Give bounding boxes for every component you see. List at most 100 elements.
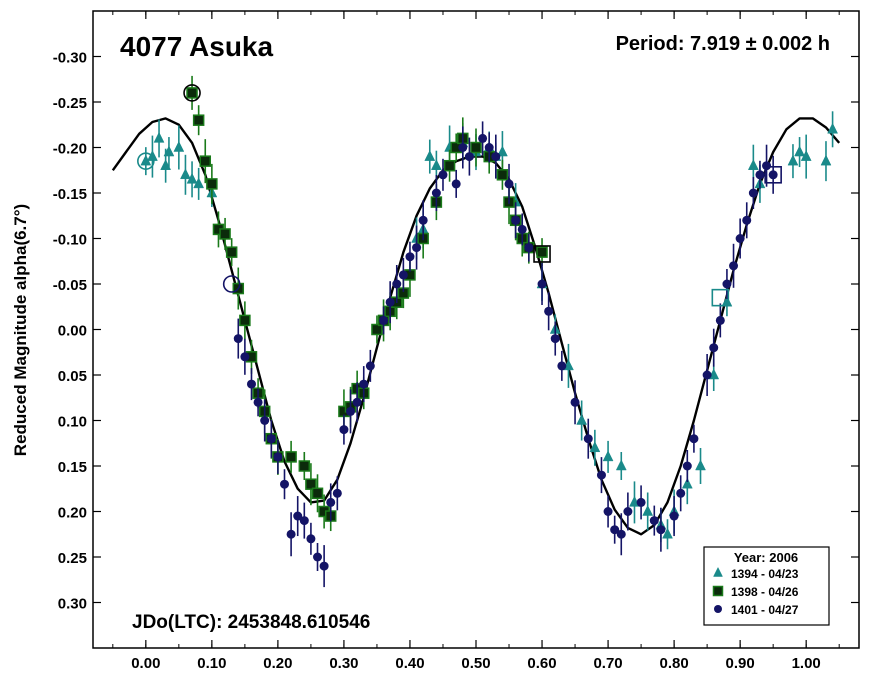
data-point [219,228,231,240]
data-point [755,170,765,180]
data-point [163,145,175,157]
data-point [649,516,659,526]
x-tick-label: 0.20 [263,655,292,672]
data-point [662,527,673,539]
data-point [689,434,699,444]
highlight-markers-layer [137,84,782,307]
y-tick-label: 0.00 [58,323,87,340]
data-point [747,159,759,170]
data-point [669,511,679,521]
data-point [405,252,415,262]
data-point [352,397,362,407]
data-point [681,477,693,489]
data-point [430,159,442,170]
data-points-layer [140,75,838,588]
data-point [359,379,369,389]
data-point [742,215,752,225]
data-point [305,478,317,490]
x-tick-label: 0.40 [395,655,424,672]
data-point [160,159,172,170]
chart-title: 4077 Asuka [120,31,273,62]
data-point [298,460,311,472]
data-point [800,150,812,161]
data-point [285,451,297,463]
data-point [233,334,243,344]
y-tick-label: -0.20 [53,141,87,158]
data-point [199,155,212,167]
data-point [735,234,745,243]
data-point [293,511,303,521]
legend-box [703,546,830,626]
highlight-open-circle [222,275,241,293]
highlight-open-square [764,166,782,184]
x-tick-label: 0.10 [197,655,226,672]
data-point [180,168,191,180]
data-point [319,561,329,571]
data-point [443,159,456,172]
legend-label-1: 1394 - 04/23 [731,567,799,581]
data-point [610,525,620,535]
period-label: Period: 7.919 ± 0.002 h [616,33,830,55]
data-point [517,224,527,234]
data-point [365,361,375,371]
data-point [286,529,296,539]
data-point [412,243,422,253]
x-tick-label: 0.70 [593,655,622,672]
data-point [794,145,805,157]
data-point [602,450,614,462]
legend-marker-3 [714,605,722,613]
data-point [192,114,205,126]
data-point [385,297,395,307]
epoch-label: JDo(LTC): 2453848.610546 [132,612,370,633]
legend-title: Year: 2006 [734,550,798,565]
data-point [715,315,725,325]
data-point [280,479,289,489]
data-point [497,145,508,157]
y-tick-label: 0.10 [58,414,87,431]
data-point [206,178,218,190]
x-tick-label: 0.90 [726,655,755,672]
data-point [636,497,646,507]
data-point [656,525,666,535]
y-tick-label: 0.15 [58,459,87,476]
y-tick-label: -0.15 [53,186,87,203]
data-point [695,459,706,471]
data-point [398,270,408,280]
data-point [451,179,461,189]
series-3 [233,121,778,588]
data-point [418,215,428,225]
y-tick-label: 0.05 [58,368,87,385]
y-axis-label: Reduced Magnitude alpha(6.7°) [11,204,30,456]
x-tick-label: 0.30 [329,655,358,672]
data-point [596,470,606,480]
data-point [173,140,185,152]
data-point [392,279,402,289]
data-point [642,504,654,516]
legend-marker-2 [712,585,724,597]
data-point [544,306,554,316]
axis-ticks: 0.00 0.10 0.20 0.30 0.40 0.50 0.60 0.70 0.80 0.90… [53,11,859,672]
x-tick-label: 0.00 [131,655,160,672]
data-point [820,154,832,166]
legend-label-2: 1398 - 04/26 [731,585,799,599]
data-point [768,170,778,180]
data-point [371,323,383,336]
data-point [299,516,309,526]
data-point [239,314,251,327]
data-point [273,452,283,462]
data-point [589,441,601,453]
data-point [570,397,580,407]
data-point [537,279,547,289]
data-point [603,507,613,516]
highlight-open-circle [137,152,155,170]
data-point [583,434,593,444]
data-point [379,315,389,325]
data-point [470,141,482,154]
data-point [676,488,686,498]
data-point [709,343,719,353]
x-tick-label: 0.80 [660,655,689,672]
data-point [306,534,316,544]
data-point [729,261,739,271]
data-point [827,122,838,134]
data-point [536,246,548,258]
